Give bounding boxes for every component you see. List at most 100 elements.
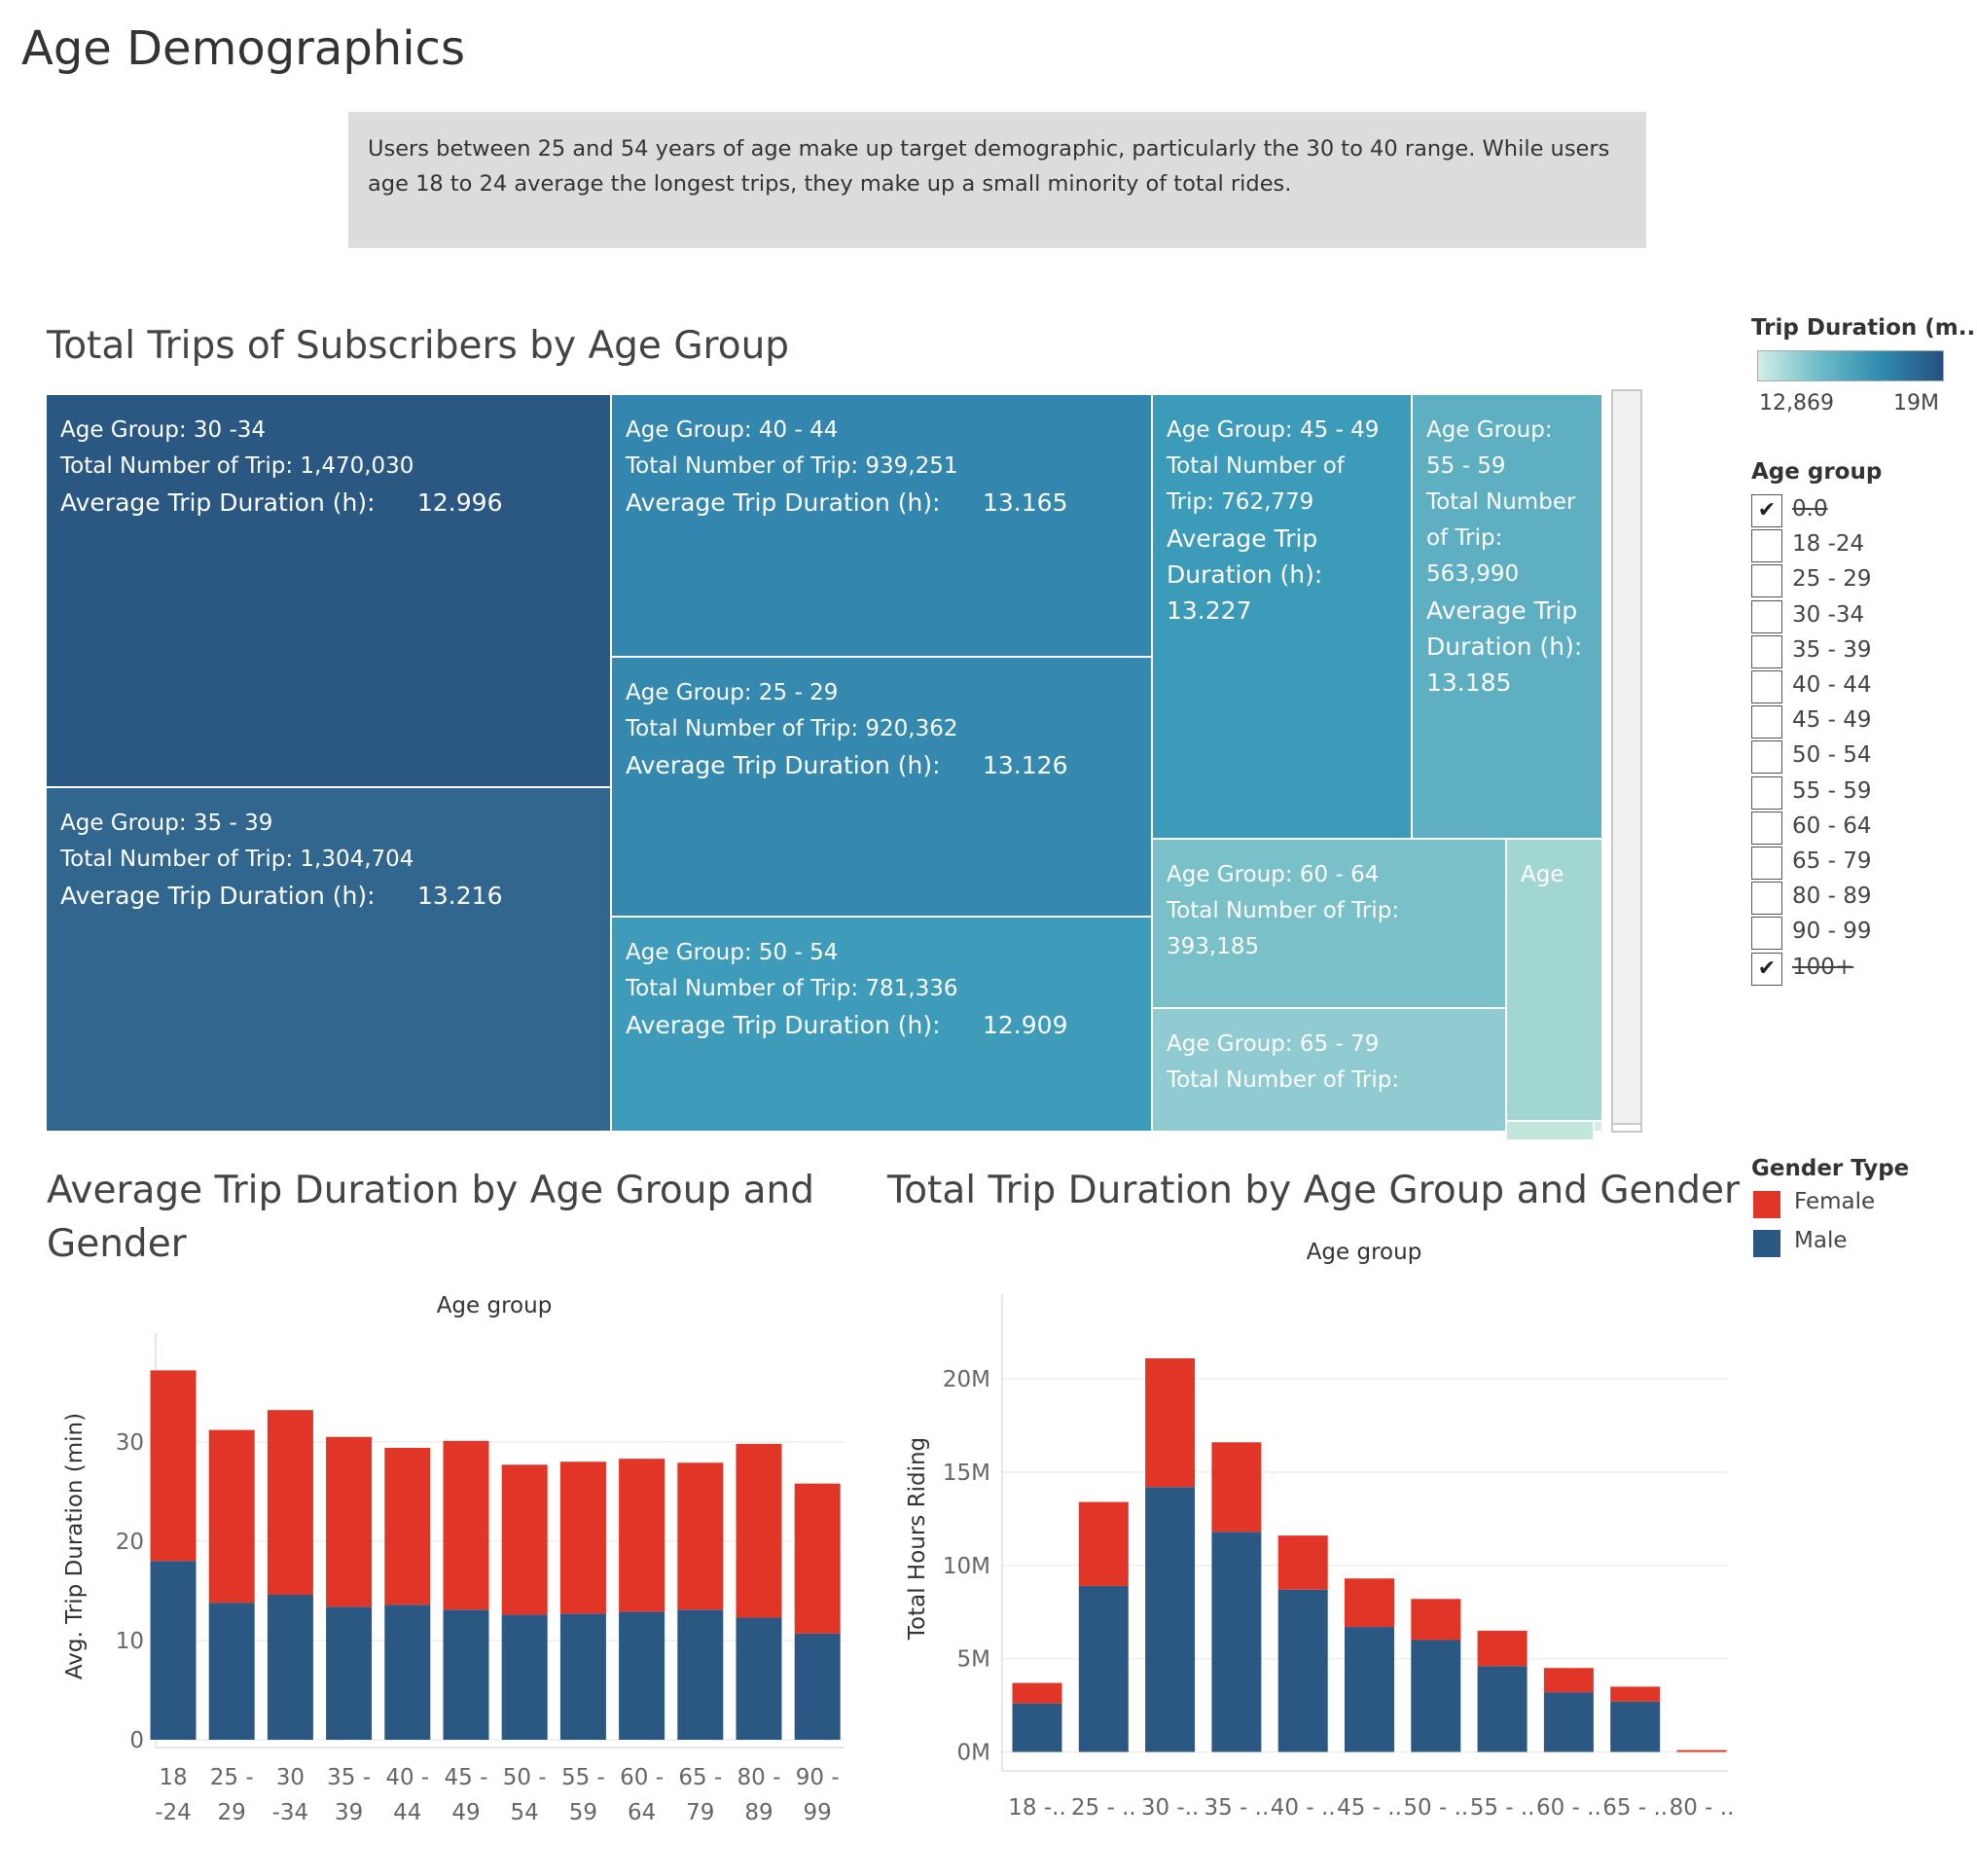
checkbox[interactable] [1751, 670, 1782, 704]
y-tick-label: 10 [116, 1629, 144, 1654]
checkbox[interactable] [1751, 776, 1782, 810]
bar-female[interactable] [384, 1447, 431, 1605]
checkbox[interactable] [1751, 847, 1782, 880]
age-filter-item[interactable]: 65 - 79 [1751, 847, 1946, 882]
y-tick-label: 10M [943, 1554, 990, 1579]
bar-male[interactable] [794, 1633, 841, 1740]
bar-female[interactable] [677, 1462, 724, 1610]
checkbox[interactable] [1751, 882, 1782, 916]
tile-trip-count: Total Number of Trip: 920,362 [626, 716, 958, 741]
bar-male[interactable] [501, 1614, 548, 1740]
bar-male[interactable] [1277, 1589, 1328, 1752]
bar-male[interactable] [619, 1611, 665, 1740]
bar-male[interactable] [384, 1605, 431, 1740]
treemap-tile[interactable] [1507, 1122, 1595, 1141]
bar-male[interactable] [443, 1609, 489, 1740]
treemap-tile[interactable]: Age Group: 45 - 49 Total Number of Trip: … [1153, 395, 1413, 840]
treemap-scrollbar-end[interactable] [1611, 1123, 1642, 1133]
bar-male[interactable] [736, 1617, 782, 1740]
checkbox[interactable] [1751, 740, 1782, 775]
bar-male[interactable] [1078, 1585, 1129, 1752]
age-filter-item[interactable]: 55 - 59 [1751, 776, 1946, 812]
x-tick-label: 29 [218, 1800, 246, 1825]
bar-female[interactable] [1345, 1578, 1394, 1628]
bar-male[interactable] [1211, 1532, 1262, 1752]
bar-male[interactable] [326, 1606, 373, 1740]
age-filter-label: 40 - 44 [1792, 672, 1872, 698]
bar-female[interactable] [443, 1440, 489, 1610]
checkbox[interactable]: ✔ [1751, 952, 1782, 986]
checkbox[interactable] [1751, 811, 1782, 845]
treemap-tile[interactable] [1595, 1122, 1603, 1133]
bar-female[interactable] [501, 1464, 548, 1615]
checkbox[interactable]: ✔ [1751, 494, 1782, 527]
bar-female[interactable] [1078, 1501, 1129, 1586]
bar-female[interactable] [1543, 1668, 1594, 1693]
bar-male[interactable] [1477, 1666, 1528, 1752]
bar-male[interactable] [1145, 1487, 1196, 1752]
tile-trip-count: Total Number of Trip: 781,336 [626, 976, 958, 1001]
bar-female[interactable] [1012, 1682, 1062, 1704]
bar-female[interactable] [559, 1461, 606, 1614]
treemap-tile[interactable]: Age Group: 65 - 79 Total Number of Trip: [1153, 1009, 1507, 1133]
age-filter-item[interactable]: 18 -24 [1751, 529, 1946, 564]
age-filter-item[interactable]: 80 - 89 [1751, 882, 1946, 917]
bar-female[interactable] [150, 1370, 197, 1562]
bar-male[interactable] [267, 1595, 313, 1740]
bar-female[interactable] [1610, 1686, 1661, 1702]
treemap-scrollbar[interactable] [1611, 389, 1642, 1133]
age-filter-label: 25 - 29 [1792, 566, 1872, 593]
bar-male[interactable] [559, 1613, 606, 1740]
age-filter-item[interactable]: 45 - 49 [1751, 705, 1946, 740]
total-duration-bar-chart: 0M 5M 10M 15M 20M Age group Total Hours Riding… [905, 1240, 1734, 1821]
bar-male[interactable] [1411, 1640, 1461, 1752]
bar-male[interactable] [1543, 1692, 1594, 1752]
tile-age-group: Age Group: 30 -34 [60, 417, 267, 443]
age-filter-item[interactable]: 40 - 44 [1751, 670, 1946, 705]
bar-female[interactable] [267, 1410, 313, 1596]
bar-male[interactable] [677, 1609, 724, 1740]
bar-female[interactable] [1145, 1358, 1196, 1488]
bar-female[interactable] [1411, 1599, 1461, 1641]
age-filter-item[interactable]: 50 - 54 [1751, 740, 1946, 776]
treemap-tile[interactable]: Age Group: 50 - 54 Total Number of Trip: … [612, 918, 1153, 1133]
bar-female[interactable] [794, 1483, 841, 1634]
duration-legend-min: 12,869 [1759, 391, 1834, 415]
bar-female[interactable] [208, 1429, 255, 1604]
age-filter-item[interactable]: 30 -34 [1751, 599, 1946, 635]
age-filter-item[interactable]: ✔ 0.0 [1751, 494, 1946, 529]
bar-male[interactable] [150, 1561, 197, 1740]
bar-female[interactable] [736, 1443, 782, 1618]
age-filter-label: 45 - 49 [1792, 707, 1872, 734]
checkbox[interactable] [1751, 705, 1782, 740]
bar-female[interactable] [619, 1459, 665, 1612]
treemap-tile[interactable]: Age Group: 25 - 29 Total Number of Trip: … [612, 658, 1153, 918]
bar-female[interactable] [326, 1436, 373, 1607]
age-filter-item[interactable]: 60 - 64 [1751, 811, 1946, 847]
checkbox[interactable] [1751, 529, 1782, 563]
bar-female[interactable] [1277, 1535, 1328, 1590]
bar-male[interactable] [1345, 1627, 1394, 1752]
treemap-tile[interactable]: Age [1507, 840, 1603, 1122]
checkbox[interactable] [1751, 917, 1782, 951]
treemap-tile[interactable]: Age Group: 30 -34 Total Number of Trip: 1… [47, 395, 612, 788]
bar-male[interactable] [1610, 1701, 1661, 1752]
checkbox[interactable] [1751, 599, 1782, 633]
treemap-tile[interactable]: Age Group: 35 - 39 Total Number of Trip: … [47, 788, 612, 1133]
age-filter-item[interactable]: 25 - 29 [1751, 564, 1946, 599]
treemap-tile[interactable]: Age Group: 60 - 64 Total Number of Trip: … [1153, 840, 1507, 1009]
bar-male[interactable] [208, 1603, 255, 1740]
checkbox[interactable] [1751, 564, 1782, 598]
age-filter-label: 100+ [1792, 954, 1854, 980]
bar-female[interactable] [1477, 1630, 1528, 1667]
treemap-tile[interactable]: Age Group: 40 - 44 Total Number of Trip: … [612, 395, 1153, 658]
age-filter-item[interactable]: ✔ 100+ [1751, 952, 1946, 988]
treemap-tile[interactable]: Age Group: 55 - 59 Total Number of Trip: … [1413, 395, 1603, 840]
bar-female[interactable] [1676, 1750, 1727, 1752]
tile-trip-count: Total Number of Trip: 762,779 [1167, 453, 1345, 515]
checkbox[interactable] [1751, 634, 1782, 668]
age-filter-item[interactable]: 35 - 39 [1751, 634, 1946, 670]
bar-female[interactable] [1211, 1442, 1262, 1533]
bar-male[interactable] [1012, 1703, 1062, 1752]
age-filter-item[interactable]: 90 - 99 [1751, 917, 1946, 952]
